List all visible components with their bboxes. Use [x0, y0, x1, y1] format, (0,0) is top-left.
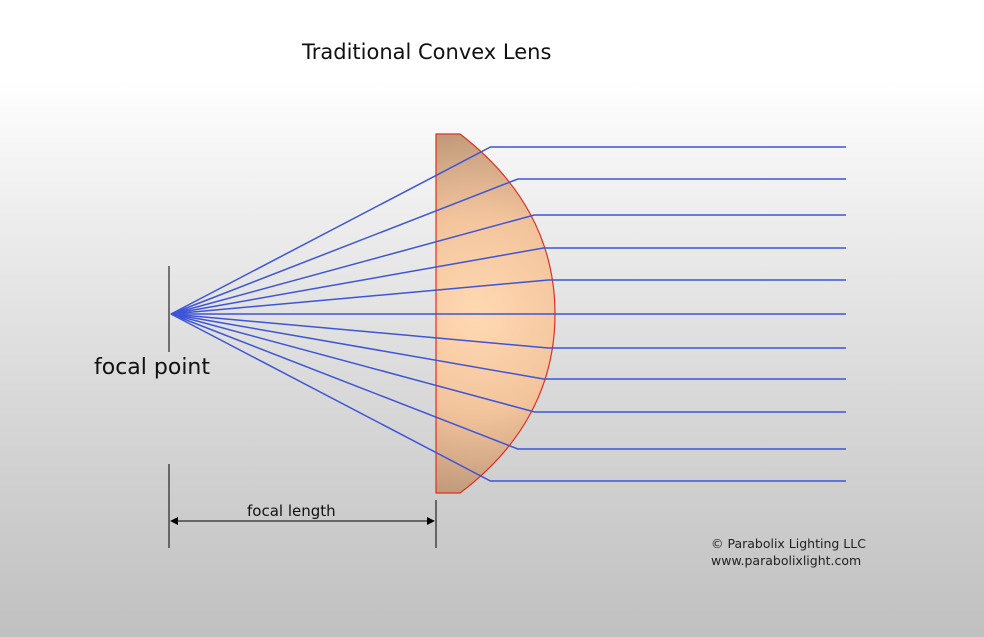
light-ray [170, 279, 846, 315]
focal-point-label: focal point [94, 355, 210, 380]
credit-block: © Parabolix Lighting LLC www.parabolixli… [711, 535, 866, 569]
focal-length-arrowhead-left [170, 517, 178, 525]
light-ray [170, 146, 846, 315]
focal-length-arrowhead-right [427, 517, 435, 525]
focal-length-label: focal length [247, 502, 336, 520]
light-ray [170, 313, 846, 349]
diagram-title: Traditional Convex Lens [302, 40, 552, 64]
light-ray [170, 313, 846, 380]
copyright-text: © Parabolix Lighting LLC [711, 536, 866, 551]
light-ray [170, 313, 846, 450]
light-ray [170, 313, 846, 482]
light-ray [170, 178, 846, 315]
light-ray [170, 214, 846, 315]
website-text: www.parabolixlight.com [711, 553, 862, 568]
light-ray [170, 313, 846, 413]
light-ray [170, 247, 846, 315]
light-rays [170, 146, 846, 482]
